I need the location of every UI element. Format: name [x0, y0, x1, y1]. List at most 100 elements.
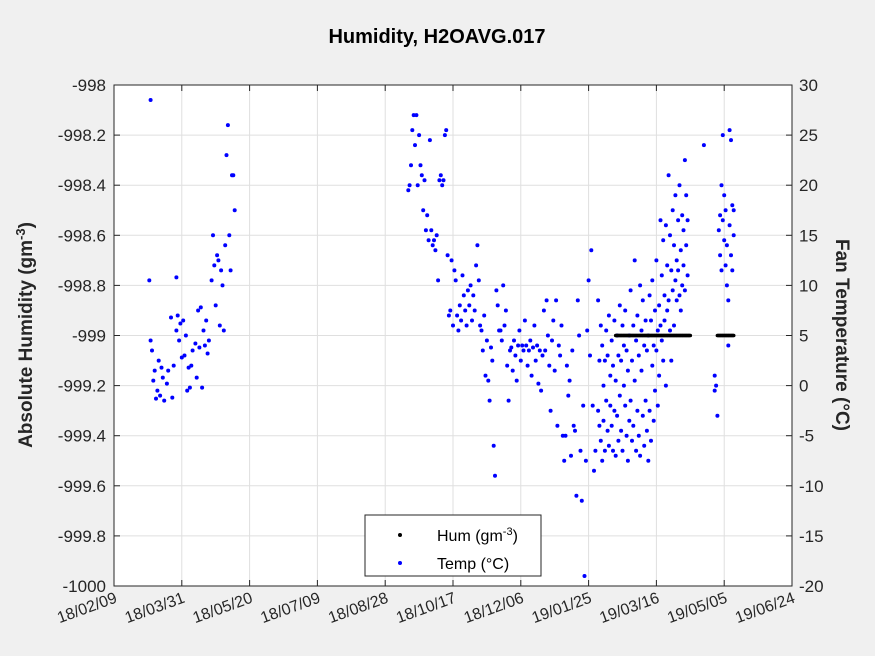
temp-point — [190, 348, 195, 353]
temp-point — [720, 218, 725, 223]
temp-point — [418, 163, 423, 168]
temp-point — [681, 228, 686, 233]
temp-point — [678, 308, 683, 313]
temp-point — [463, 308, 468, 313]
y-right-tick-label: -20 — [799, 577, 824, 596]
temp-point — [726, 298, 731, 303]
temp-point — [643, 318, 648, 323]
temp-point — [661, 358, 666, 363]
temp-point — [654, 348, 659, 353]
temp-point — [472, 308, 477, 313]
temp-point — [682, 288, 687, 293]
temp-point — [181, 318, 186, 323]
temp-point — [156, 358, 161, 363]
left-y-axis: -998 -998.2 -998.4 -998.6 -998.8 -999 -999.2 -9… — [58, 76, 120, 596]
temp-point — [194, 375, 199, 380]
hum-series — [613, 333, 736, 338]
temp-point — [669, 268, 674, 273]
temp-point — [574, 493, 579, 498]
y-left-tick-label: -999 — [72, 327, 106, 346]
temp-point — [730, 268, 735, 273]
temp-point — [653, 388, 657, 393]
temp-point — [573, 428, 577, 433]
temp-point — [212, 263, 217, 268]
temp-point — [677, 293, 682, 298]
temp-point — [457, 303, 462, 308]
legend-hum-label-sup: -3 — [503, 526, 513, 538]
temp-point — [541, 308, 546, 313]
temp-point — [178, 321, 183, 326]
temp-point — [649, 438, 653, 443]
temp-point — [718, 213, 723, 218]
temp-point — [217, 323, 222, 328]
y-right-tick-label: 30 — [799, 76, 818, 95]
temp-point — [650, 363, 655, 368]
temp-point — [627, 418, 632, 423]
temp-point — [483, 373, 488, 378]
temp-point — [422, 178, 427, 183]
temp-point — [434, 233, 439, 238]
legend[interactable]: Hum (gm-3) Temp (°C) — [364, 514, 542, 577]
temp-point — [213, 303, 218, 308]
y-right-tick-label: 5 — [799, 327, 808, 346]
temp-point — [505, 363, 510, 368]
legend-hum-marker — [398, 533, 402, 537]
temp-point — [670, 288, 675, 293]
temp-point — [724, 283, 729, 288]
temp-point — [685, 273, 690, 278]
temp-point — [631, 323, 636, 328]
temp-point — [605, 353, 610, 358]
temp-point — [499, 338, 504, 343]
temp-point — [597, 358, 602, 363]
temp-point — [722, 193, 727, 198]
temp-point — [609, 338, 614, 343]
temp-point — [635, 313, 640, 318]
temp-point — [619, 358, 624, 363]
temp-point — [171, 363, 176, 368]
left-y-axis-label-main: Absolute Humidity (gm — [16, 240, 37, 448]
temp-point — [672, 323, 676, 328]
temp-point — [615, 413, 620, 418]
y-right-tick-label: 15 — [799, 226, 818, 245]
temp-point — [659, 273, 664, 278]
temp-point — [543, 348, 548, 353]
temp-point — [436, 278, 441, 283]
temp-point — [227, 233, 232, 238]
temp-point — [474, 263, 479, 268]
temp-point — [148, 98, 153, 102]
temp-point — [666, 173, 671, 178]
temp-point — [487, 398, 492, 403]
y-right-tick-label: -10 — [799, 477, 824, 496]
temp-point — [522, 318, 527, 323]
temp-point — [628, 288, 633, 293]
temp-point — [719, 183, 724, 188]
temp-point — [489, 345, 493, 350]
temp-point — [643, 398, 648, 403]
temp-point — [600, 458, 605, 463]
left-y-axis-label: Absolute Humidity (gm-3) — [13, 222, 37, 448]
temp-point — [201, 328, 206, 333]
temp-point — [438, 173, 443, 178]
temp-point — [726, 343, 731, 348]
temp-point — [623, 403, 628, 408]
temp-point — [421, 208, 426, 213]
temp-point — [550, 338, 554, 343]
temp-point — [601, 418, 606, 423]
left-y-axis-label-sup: -3 — [13, 228, 28, 240]
temp-point — [495, 303, 500, 308]
temp-point — [182, 353, 187, 358]
y-left-tick-label: -999.4 — [58, 427, 106, 446]
temp-point — [205, 351, 210, 356]
temp-point — [579, 498, 584, 503]
temp-point — [175, 313, 180, 318]
temp-point — [547, 363, 552, 368]
temp-point — [187, 385, 192, 390]
temp-point — [512, 338, 516, 343]
temp-point — [642, 343, 647, 348]
temp-point — [655, 328, 660, 333]
temp-point — [556, 343, 561, 348]
temp-point — [202, 343, 207, 348]
temp-point — [516, 343, 521, 348]
temp-point — [617, 393, 622, 398]
